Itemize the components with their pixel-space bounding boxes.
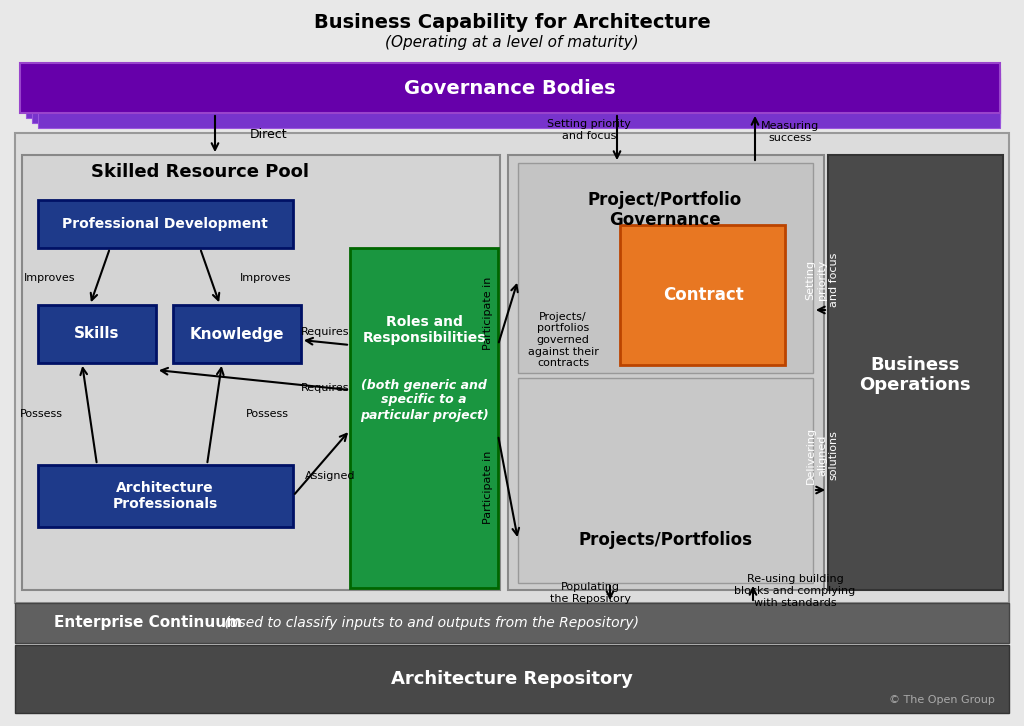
Text: Setting priority
and focus: Setting priority and focus — [547, 119, 631, 141]
Bar — [32, 73, 1000, 123]
Bar — [173, 305, 301, 363]
Text: Knowledge: Knowledge — [189, 327, 285, 341]
Text: (used to classify inputs to and outputs from the Repository): (used to classify inputs to and outputs … — [220, 616, 639, 630]
Text: Requires: Requires — [301, 383, 349, 393]
Text: Populating
the Repository: Populating the Repository — [550, 582, 631, 604]
Text: Setting
priority
and focus: Setting priority and focus — [806, 253, 839, 307]
Bar — [38, 78, 1000, 128]
Text: Requires: Requires — [301, 327, 349, 337]
Text: (Operating at a level of maturity): (Operating at a level of maturity) — [385, 35, 639, 49]
Text: Skills: Skills — [75, 327, 120, 341]
Text: Delivering
aligned
solutions: Delivering aligned solutions — [806, 426, 839, 484]
Text: Projects/
portfolios
governed
against their
contracts: Projects/ portfolios governed against th… — [527, 311, 598, 368]
Text: Governance Bodies: Governance Bodies — [404, 78, 615, 97]
Text: Contract: Contract — [663, 286, 743, 304]
Text: Projects/Portfolios: Projects/Portfolios — [578, 531, 752, 549]
Text: Assigned: Assigned — [305, 471, 355, 481]
Bar — [15, 603, 1009, 643]
Bar — [828, 155, 1002, 590]
Bar — [22, 155, 500, 590]
Text: Roles and
Responsibilities: Roles and Responsibilities — [362, 315, 485, 345]
Bar — [15, 645, 1009, 713]
Text: Architecture Repository: Architecture Repository — [391, 670, 633, 688]
Text: Possess: Possess — [246, 409, 289, 419]
Text: Skilled Resource Pool: Skilled Resource Pool — [91, 163, 309, 181]
Text: Architecture
Professionals: Architecture Professionals — [113, 481, 218, 511]
Bar — [518, 378, 813, 583]
Text: Professional Development: Professional Development — [62, 217, 268, 231]
Text: Direct: Direct — [250, 128, 288, 141]
Bar — [620, 225, 785, 365]
Text: Measuring
success: Measuring success — [761, 121, 819, 143]
Bar — [20, 63, 1000, 113]
Bar — [518, 163, 813, 373]
Bar — [350, 248, 498, 588]
Bar — [38, 465, 293, 527]
Text: Improves: Improves — [240, 273, 292, 283]
Text: Participate in: Participate in — [483, 277, 493, 350]
Text: Business Capability for Architecture: Business Capability for Architecture — [313, 12, 711, 31]
Text: Improves: Improves — [24, 273, 75, 283]
Text: Enterprise Continuum: Enterprise Continuum — [54, 616, 242, 630]
Text: Participate in: Participate in — [483, 450, 493, 523]
Text: Project/Portfolio
Governance: Project/Portfolio Governance — [588, 191, 742, 229]
Text: Re-using building
blocks and complying
with standards: Re-using building blocks and complying w… — [734, 574, 856, 608]
Text: Possess: Possess — [20, 409, 63, 419]
Text: © The Open Group: © The Open Group — [889, 695, 995, 705]
Bar — [15, 133, 1009, 603]
Bar — [26, 68, 1000, 118]
Bar — [38, 200, 293, 248]
Text: Business
Operations: Business Operations — [859, 356, 971, 394]
Bar — [38, 305, 156, 363]
Text: (both generic and
specific to a
particular project): (both generic and specific to a particul… — [359, 378, 488, 422]
Bar — [508, 155, 824, 590]
